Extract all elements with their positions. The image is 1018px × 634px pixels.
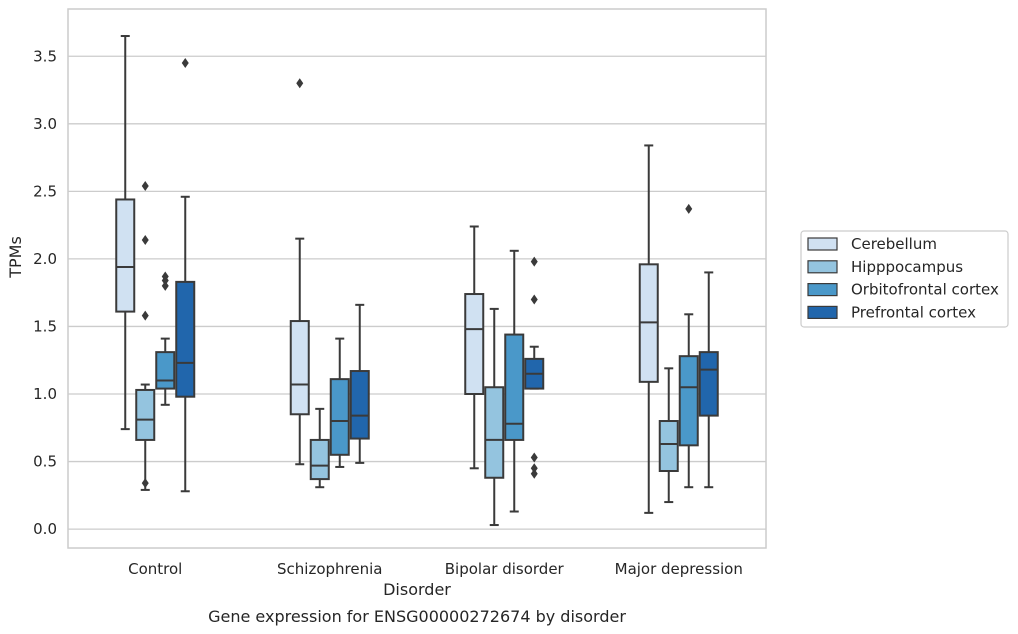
legend-label: Hipppocampus xyxy=(851,258,963,276)
x-tick-label: Schizophrenia xyxy=(277,560,382,578)
y-tick-label: 1.5 xyxy=(33,317,57,335)
box-body xyxy=(678,355,699,447)
y-tick-label: 1.0 xyxy=(33,385,57,403)
plot-frame xyxy=(67,8,767,549)
outlier-point xyxy=(685,203,693,214)
box-1-0 xyxy=(289,78,310,466)
box-body xyxy=(115,198,136,313)
box-body xyxy=(349,370,370,440)
box-0-3 xyxy=(175,58,196,493)
legend-label: Prefrontal cortex xyxy=(851,303,976,321)
box-1-3 xyxy=(349,303,370,464)
box-plots xyxy=(115,35,719,527)
x-tick-label: Major depression xyxy=(615,560,743,578)
legend-swatch xyxy=(807,305,838,319)
y-tick-label: 2.5 xyxy=(33,182,57,200)
y-tick-label: 2.0 xyxy=(33,250,57,268)
outlier-point xyxy=(161,280,169,291)
box-2-1 xyxy=(484,307,505,527)
legend: Cerebellum Hipppocampus Orbitofrontal cort… xyxy=(800,230,1009,328)
box-body xyxy=(175,280,196,398)
y-tick-label: 0.0 xyxy=(33,520,57,538)
x-tick-labels: Control Schizophrenia Bipolar disorder Majo… xyxy=(128,560,743,578)
outlier-point xyxy=(530,256,538,267)
outlier-point xyxy=(161,275,169,286)
outlier-point xyxy=(141,310,149,321)
box-body xyxy=(504,333,525,441)
box-body xyxy=(698,351,719,417)
y-tick-labels: 0.0 0.5 1.0 1.5 2.0 2.5 3.0 3.5 xyxy=(33,47,57,538)
chart-caption: Gene expression for ENSG00000272674 by d… xyxy=(208,607,626,626)
box-0-0 xyxy=(115,35,136,431)
box-body xyxy=(135,388,156,441)
box-0-2 xyxy=(155,271,176,406)
box-2-2 xyxy=(504,249,525,513)
outlier-point xyxy=(296,78,304,89)
y-tick-label: 0.5 xyxy=(33,453,57,471)
y-axis-title: TPMs xyxy=(6,236,25,279)
legend-label: Orbitofrontal cortex xyxy=(851,281,999,299)
box-3-0 xyxy=(638,144,659,514)
legend-swatch xyxy=(807,283,838,297)
outlier-point xyxy=(530,452,538,463)
x-tick-label: Bipolar disorder xyxy=(445,560,565,578)
legend-frame xyxy=(800,230,1009,328)
legend-swatch xyxy=(807,237,838,251)
box-1-1 xyxy=(309,407,330,489)
x-tick-label: Control xyxy=(128,560,182,578)
box-body xyxy=(464,293,485,396)
outlier-point xyxy=(141,180,149,191)
box-body xyxy=(309,438,330,481)
x-axis-title: Disorder xyxy=(383,580,451,599)
box-3-2 xyxy=(678,203,699,489)
y-tick-label: 3.0 xyxy=(33,115,57,133)
outlier-point xyxy=(530,463,538,474)
box-body xyxy=(329,378,350,456)
outlier-point xyxy=(181,58,189,69)
box-2-3 xyxy=(524,256,545,479)
outlier-point xyxy=(530,468,538,479)
legend-swatch xyxy=(807,260,838,274)
outlier-point xyxy=(530,294,538,305)
outlier-point xyxy=(141,235,149,245)
box-3-3 xyxy=(698,271,719,489)
box-0-1 xyxy=(135,180,156,491)
legend-label: Cerebellum xyxy=(851,235,937,253)
box-body xyxy=(484,386,505,479)
box-body xyxy=(155,351,176,390)
box-2-0 xyxy=(464,225,485,470)
box-body xyxy=(658,420,679,473)
box-body xyxy=(289,320,310,416)
outlier-point xyxy=(141,478,149,489)
y-tick-label: 3.5 xyxy=(33,47,57,65)
box-1-2 xyxy=(329,337,350,468)
box-3-1 xyxy=(658,367,679,504)
